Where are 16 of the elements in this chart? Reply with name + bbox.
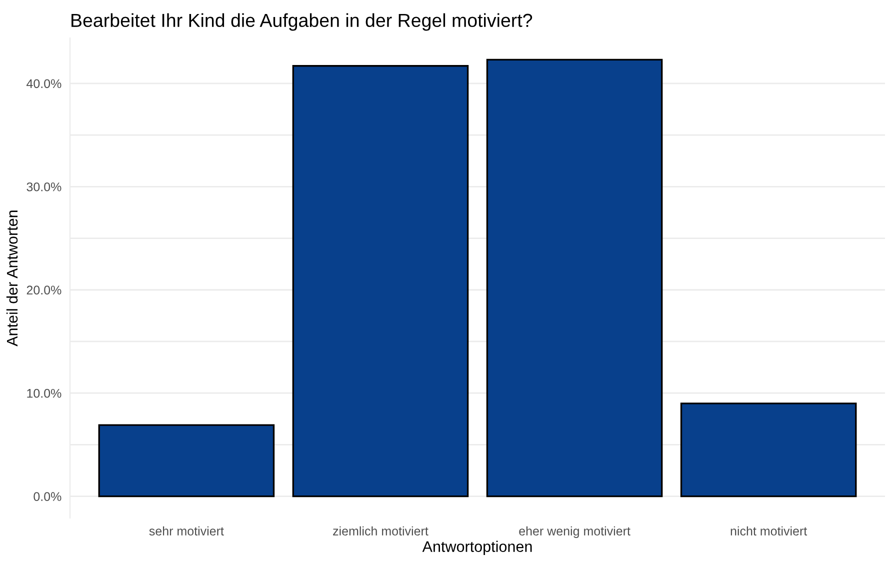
y-tick-label: 30.0% [26, 182, 62, 192]
bar [486, 58, 663, 498]
y-tick-label: 40.0% [26, 79, 62, 88]
x-tick-label: ziemlich motiviert [333, 526, 428, 536]
x-tick-label: sehr motiviert [149, 526, 224, 536]
y-tick-label: 0.0% [34, 492, 62, 501]
x-tick-label: eher wenig motiviert [519, 526, 630, 538]
bar [680, 402, 857, 498]
y-tick-label: 20.0% [26, 286, 62, 295]
y-tick-label: 10.0% [27, 388, 62, 398]
bar [292, 65, 469, 498]
y-axis-title: Anteil der Antworten [6, 210, 18, 346]
bar [98, 424, 275, 498]
chart-title: Bearbeitet Ihr Kind die Aufgaben in der Regel motiviert? [72, 13, 532, 31]
x-tick-label: nicht motiviert [730, 526, 808, 536]
x-axis-title: Antwortoptionen [422, 540, 532, 556]
